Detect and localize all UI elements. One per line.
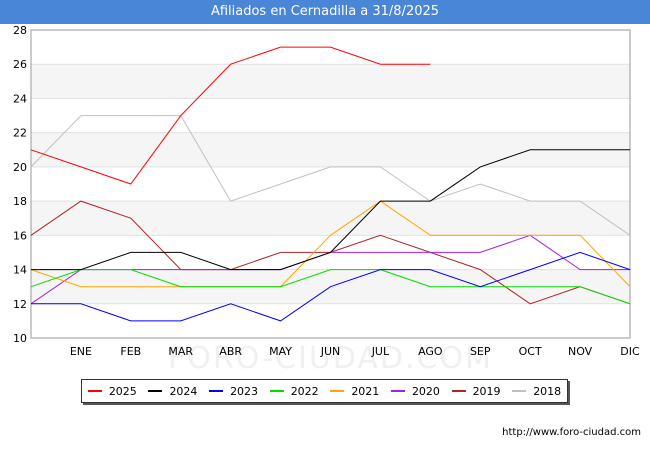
x-tick-label: JUL (371, 345, 390, 358)
legend-label: 2022 (290, 384, 319, 398)
legend-label: 2018 (533, 384, 562, 398)
legend-item-2019: 2019 (451, 384, 501, 398)
legend-swatch (269, 390, 284, 392)
y-tick-label: 20 (13, 161, 27, 174)
legend: 2025 2024 2023 2022 2021 2020 2019 2018 (81, 379, 568, 403)
legend-item-2024: 2024 (148, 385, 197, 398)
x-tick-label: ENE (70, 345, 92, 358)
y-tick-label: 28 (13, 24, 27, 37)
legend-swatch (390, 390, 405, 392)
legend-swatch (451, 390, 466, 392)
legend-item-2022: 2022 (269, 384, 319, 398)
legend-swatch (512, 390, 527, 392)
x-tick-label: JUN (320, 345, 341, 358)
x-tick-label: ABR (219, 345, 242, 358)
watermark-text: FORO-CIUDAD.COM (168, 341, 493, 376)
series-line-2021 (30, 200, 631, 288)
legend-label: 2020 (411, 384, 440, 398)
legend-label: 2019 (472, 384, 501, 398)
legend-label: 2024 (169, 384, 198, 398)
plot-band (31, 64, 630, 99)
legend-swatch (330, 390, 345, 392)
series-line-2023 (31, 251, 631, 322)
legend-swatch (148, 390, 163, 392)
y-tick-label: 12 (13, 298, 27, 311)
x-tick-label: MAY (269, 345, 292, 358)
legend-swatch (209, 390, 224, 392)
plot-band (31, 303, 630, 338)
legend-label: 2023 (230, 384, 259, 398)
y-tick-label: 26 (13, 58, 27, 71)
x-tick-label: MAR (168, 345, 193, 358)
y-tick-label: 16 (13, 229, 27, 242)
x-tick-label: FEB (120, 345, 141, 358)
plot-band (31, 166, 630, 202)
y-tick-label: 18 (13, 195, 27, 208)
y-tick-label: 10 (13, 332, 27, 345)
legend-label: 2021 (351, 384, 380, 398)
legend-item-2023: 2023 (209, 385, 258, 398)
legend-swatch (87, 390, 102, 392)
series-line-2024 (31, 149, 630, 271)
y-tick-label: 14 (13, 264, 27, 277)
legend-item-2020: 2020 (390, 384, 440, 398)
x-tick-label: AGO (418, 345, 443, 358)
legend-item-2021: 2021 (330, 385, 379, 398)
x-tick-label: OCT (519, 345, 542, 358)
legend-item-2018: 2018 (512, 385, 561, 398)
source-link[interactable]: http://www.foro-ciudad.com (502, 427, 641, 438)
y-tick-label: 22 (13, 127, 27, 140)
plot-band (31, 201, 630, 236)
series-line-2022 (30, 269, 631, 305)
x-tick-label: NOV (568, 345, 593, 358)
chart-title: Afiliados en Cernadilla a 31/8/2025 (0, 0, 650, 24)
y-tick-label: 24 (13, 92, 27, 105)
x-tick-label: SEP (470, 345, 491, 358)
x-tick-label: DIC (620, 345, 640, 358)
plot-border (30, 29, 631, 339)
series-line-2025 (30, 46, 431, 185)
series-line-2018 (30, 115, 631, 236)
legend-item-2025: 2025 (87, 384, 137, 398)
legend-label: 2025 (108, 384, 137, 398)
